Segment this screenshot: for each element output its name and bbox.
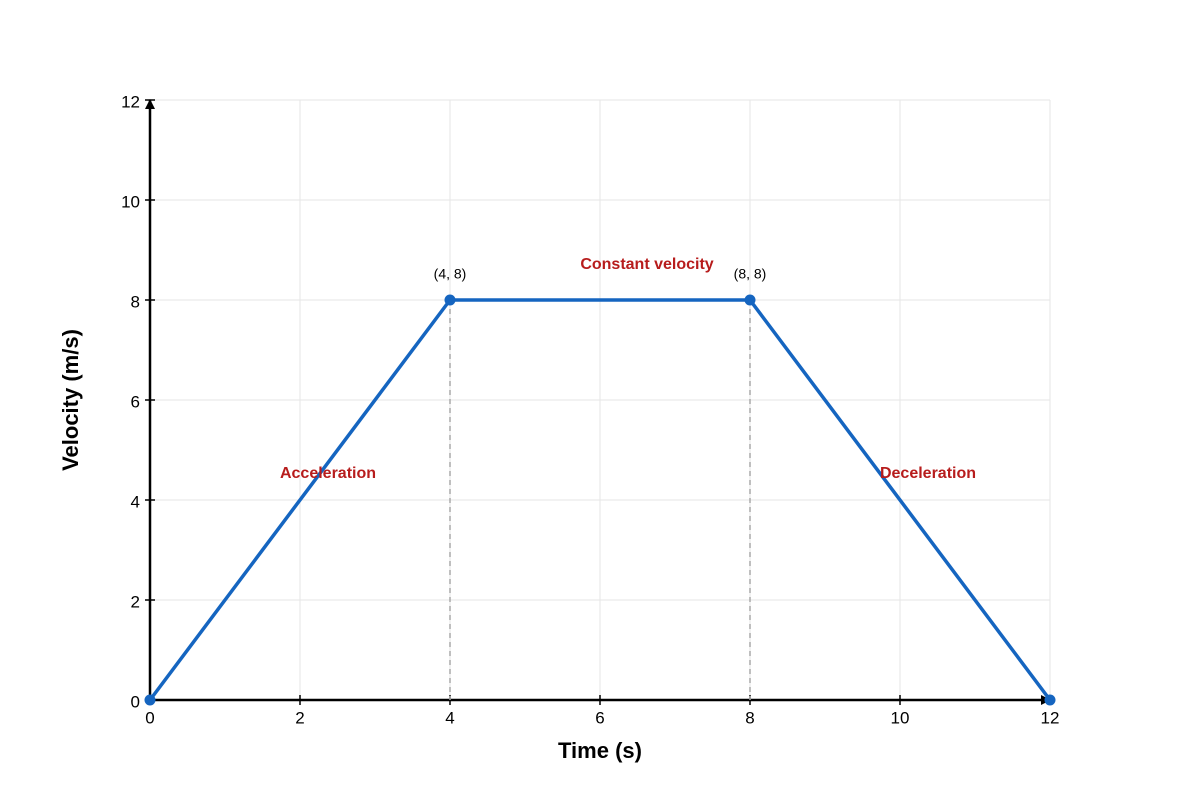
y-tick-label: 4 (131, 492, 140, 511)
annotation: Deceleration (880, 465, 976, 482)
x-tick-label: 10 (891, 708, 910, 727)
y-tick-label: 0 (131, 692, 140, 711)
y-tick-label: 10 (121, 192, 140, 211)
y-axis-title: Velocity (m/s) (58, 329, 83, 471)
point (744, 294, 756, 306)
line (148, 298, 1052, 702)
y-tick-label: 8 (131, 292, 140, 311)
annotation: Acceleration (280, 465, 376, 482)
y-tick-label: 2 (131, 592, 140, 611)
point (444, 294, 456, 306)
x-tick-label: 12 (1041, 708, 1060, 727)
x-tick-label: 4 (445, 708, 454, 727)
x-tick-label: 0 (145, 708, 154, 727)
point (144, 694, 156, 706)
annotation: Constant velocity (580, 256, 713, 273)
y-tick-label: 6 (131, 392, 140, 411)
point (1044, 694, 1056, 706)
x-tick-label: 8 (745, 708, 754, 727)
x-tick-label: 6 (595, 708, 604, 727)
y-tick-label: 12 (121, 92, 140, 111)
point-label: (4, 8) (434, 266, 467, 282)
point-label: (8, 8) (734, 266, 767, 282)
x-tick-label: 2 (295, 708, 304, 727)
x-axis-title: Time (s) (558, 738, 642, 763)
